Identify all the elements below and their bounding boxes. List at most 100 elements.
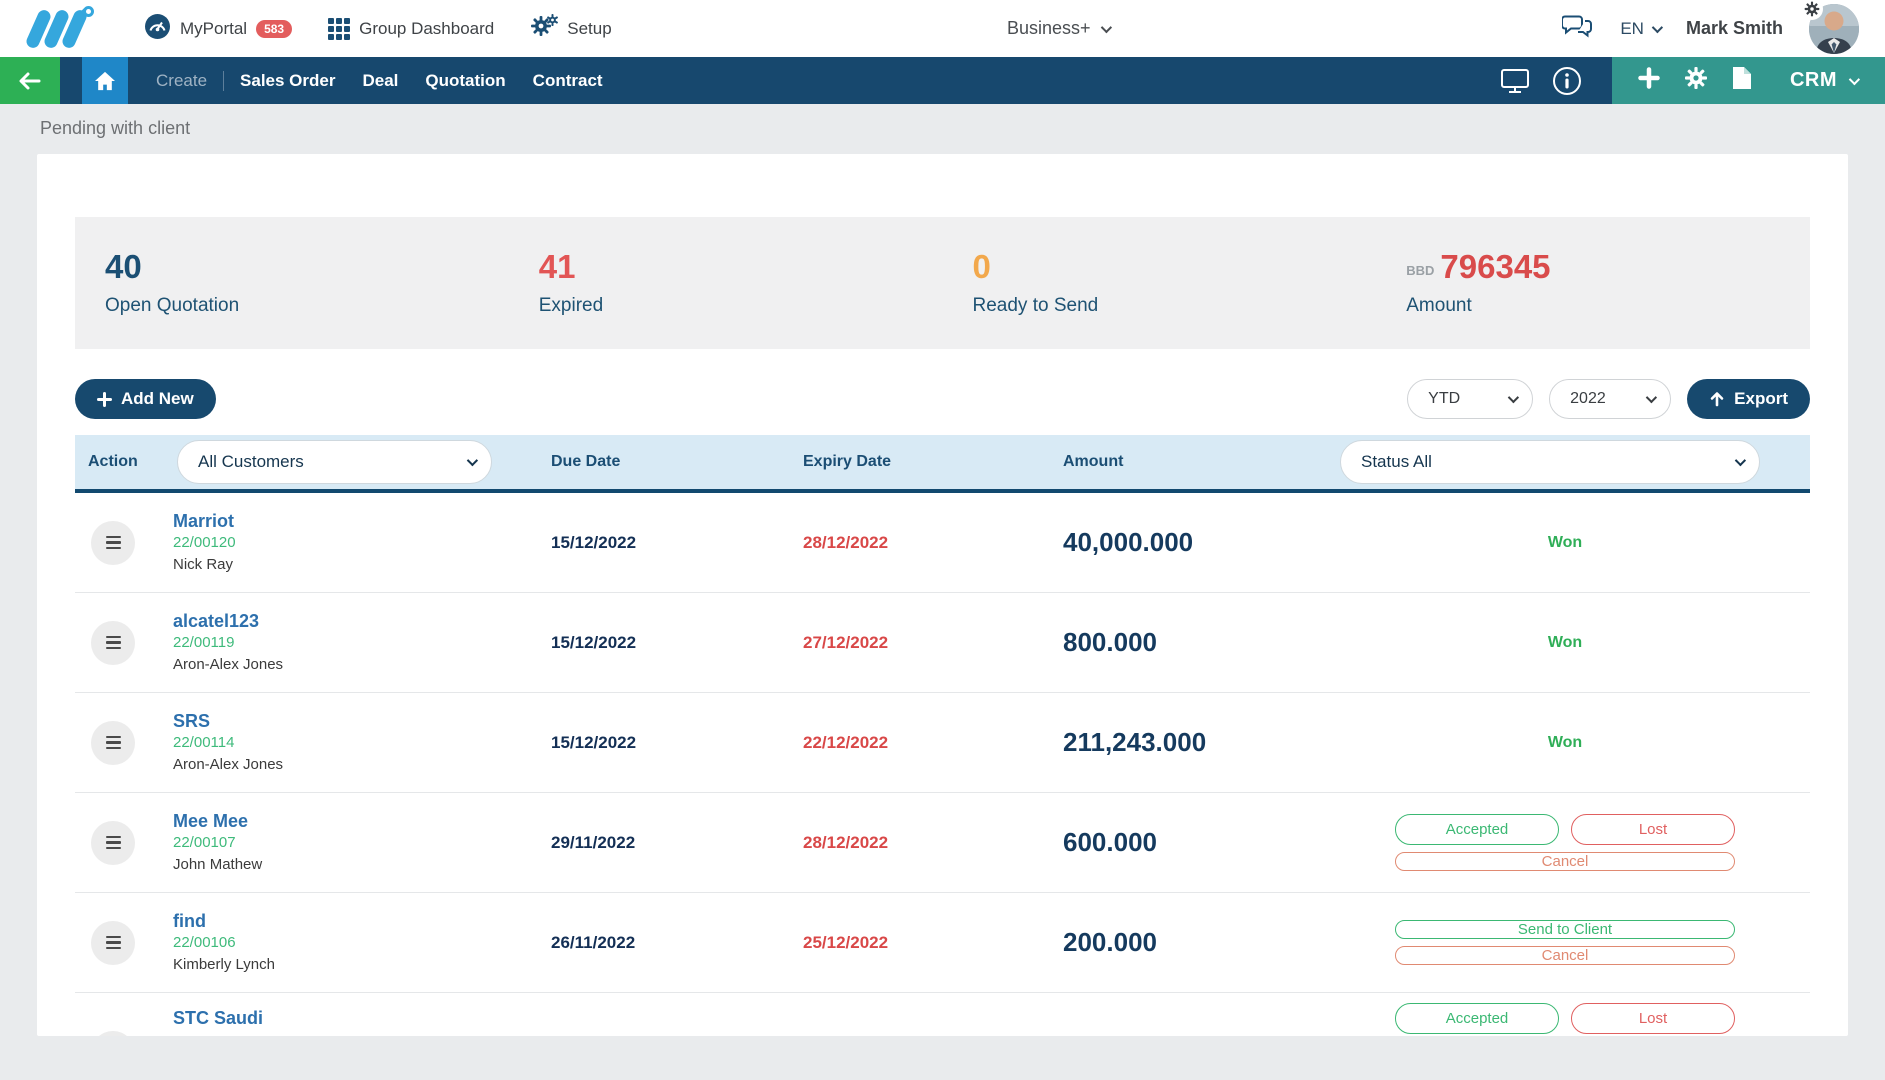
module-name: CRM [1789,69,1837,91]
nav-setup[interactable]: Setup [530,13,612,44]
lost-button[interactable]: Lost [1571,1003,1735,1034]
user-avatar[interactable] [1801,0,1859,54]
customers-filter-value: All Customers [198,452,304,471]
plan-label: Business+ [1007,18,1091,38]
status-filter-value: Status All [1361,452,1432,471]
myportal-count-badge: 583 [256,19,293,38]
grid-icon [328,17,351,40]
customer-name-link[interactable]: SRS [173,710,211,731]
due-date: 15/12/2022 [551,732,637,752]
chevron-down-icon [1100,21,1112,33]
expiry-date: 22/12/2022 [803,732,889,752]
cancel-button[interactable]: Cancel [1395,946,1735,965]
expiry-date: 28/12/2022 [803,532,889,552]
home-button[interactable] [82,57,128,104]
year-select[interactable]: 2022 [1549,379,1672,419]
send-to-client-button[interactable]: Send to Client [1395,920,1735,939]
chevron-down-icon [1848,73,1861,85]
row-actions-menu-button[interactable] [91,620,135,665]
quotation-number: 22/00119 [173,633,235,651]
quotation-number: 22/00107 [173,833,236,851]
customer-name-link[interactable]: find [173,910,206,931]
menu-item-deal[interactable]: Deal [362,70,399,90]
quotation-number: 22/00120 [173,533,236,551]
add-new-button[interactable]: Add New [75,379,216,419]
expiry-date: 27/12/2022 [803,632,889,652]
stat-value: 40 [105,247,142,285]
amount: 800.000 [1063,627,1157,657]
row-actions-menu-button[interactable] [91,920,135,965]
status-badge: Won [1547,533,1583,551]
nav-myportal[interactable]: MyPortal 583 [144,13,293,45]
topbar-right: EN Mark Smith [1561,0,1859,54]
document-icon[interactable] [1732,66,1752,95]
chevron-down-icon [1734,454,1747,467]
status-badge: Won [1547,733,1583,751]
language-selector[interactable]: EN [1620,18,1664,39]
nav-group-dashboard-label: Group Dashboard [359,18,495,38]
module-selector[interactable]: CRM [1789,69,1861,92]
lost-button[interactable]: Lost [1571,814,1735,845]
nav-group-dashboard[interactable]: Group Dashboard [328,17,495,40]
add-new-label: Add New [121,389,194,408]
create-menu-label[interactable]: Create [156,70,208,90]
settings-gear-icon[interactable] [1684,66,1708,95]
status-badge: Won [1547,633,1583,651]
menu-item-quotation[interactable]: Quotation [425,70,506,90]
table-row: SRS 22/00114 Aron-Alex Jones 15/12/2022 … [75,693,1810,793]
column-header-amount: Amount [1063,453,1124,470]
period-value: YTD [1428,390,1461,407]
table-row: STC Saudi Accepted Lost [75,993,1810,1036]
amount: 600.000 [1063,827,1157,857]
table-row: find 22/00106 Kimberly Lynch 26/11/2022 … [75,893,1810,993]
contact-name: Aron-Alex Jones [173,655,284,673]
menu-item-contract[interactable]: Contract [532,70,603,90]
table-row: Mee Mee 22/00107 John Mathew 29/11/2022 … [75,793,1810,893]
row-actions-menu-button[interactable] [91,1031,135,1036]
language-label: EN [1620,18,1644,38]
row-actions-menu-button[interactable] [91,820,135,865]
expiry-date: 28/12/2022 [803,832,889,852]
module-toolbar: CRM [1611,57,1885,104]
contact-name: John Mathew [173,855,263,873]
due-date: 29/11/2022 [551,832,636,852]
row-actions-menu-button[interactable] [91,520,135,565]
status-filter-select[interactable]: Status All [1340,440,1760,484]
customers-filter-select[interactable]: All Customers [177,440,492,484]
column-header-action: Action [88,453,138,470]
period-select[interactable]: YTD [1407,379,1534,419]
monitor-icon[interactable] [1500,68,1530,94]
contact-name: Nick Ray [173,555,234,573]
customer-name-link[interactable]: Marriot [173,510,235,531]
row-actions-menu-button[interactable] [91,720,135,765]
user-name: Mark Smith [1685,18,1783,38]
customer-name-link[interactable]: alcatel123 [173,610,260,631]
column-header-expiry-date: Expiry Date [803,453,892,470]
menu-item-sales-order[interactable]: Sales Order [240,70,336,90]
page-title: Pending with client [40,118,191,138]
divider [223,70,225,91]
cancel-button[interactable]: Cancel [1395,852,1735,871]
plan-selector[interactable]: Business+ [1007,0,1112,57]
accepted-button[interactable]: Accepted [1395,814,1559,845]
brand-logo[interactable] [24,3,97,51]
stat-label: Amount [1406,295,1472,317]
customer-name-link[interactable]: STC Saudi [173,1008,264,1028]
quotation-number: 22/00106 [173,933,236,951]
info-icon[interactable] [1552,66,1582,96]
amount: 200.000 [1063,927,1157,957]
chevron-down-icon [1645,391,1658,404]
back-button[interactable] [0,57,60,104]
accepted-button[interactable]: Accepted [1395,1003,1559,1034]
export-button[interactable]: Export [1687,379,1810,419]
avatar-settings-gear-icon[interactable] [1801,0,1823,20]
add-icon[interactable] [1638,67,1660,94]
chat-icon[interactable] [1561,13,1594,44]
stat-label: Open Quotation [105,295,240,317]
customer-name-link[interactable]: Mee Mee [173,810,249,831]
page-content: Pending with client 40 Open Quotation 41… [0,118,1885,1036]
quotation-number: 22/00114 [173,733,235,751]
due-date: 15/12/2022 [551,532,637,552]
controls-row: Add New YTD 2022 Export [75,379,1810,419]
amount: 40,000.000 [1063,527,1194,557]
